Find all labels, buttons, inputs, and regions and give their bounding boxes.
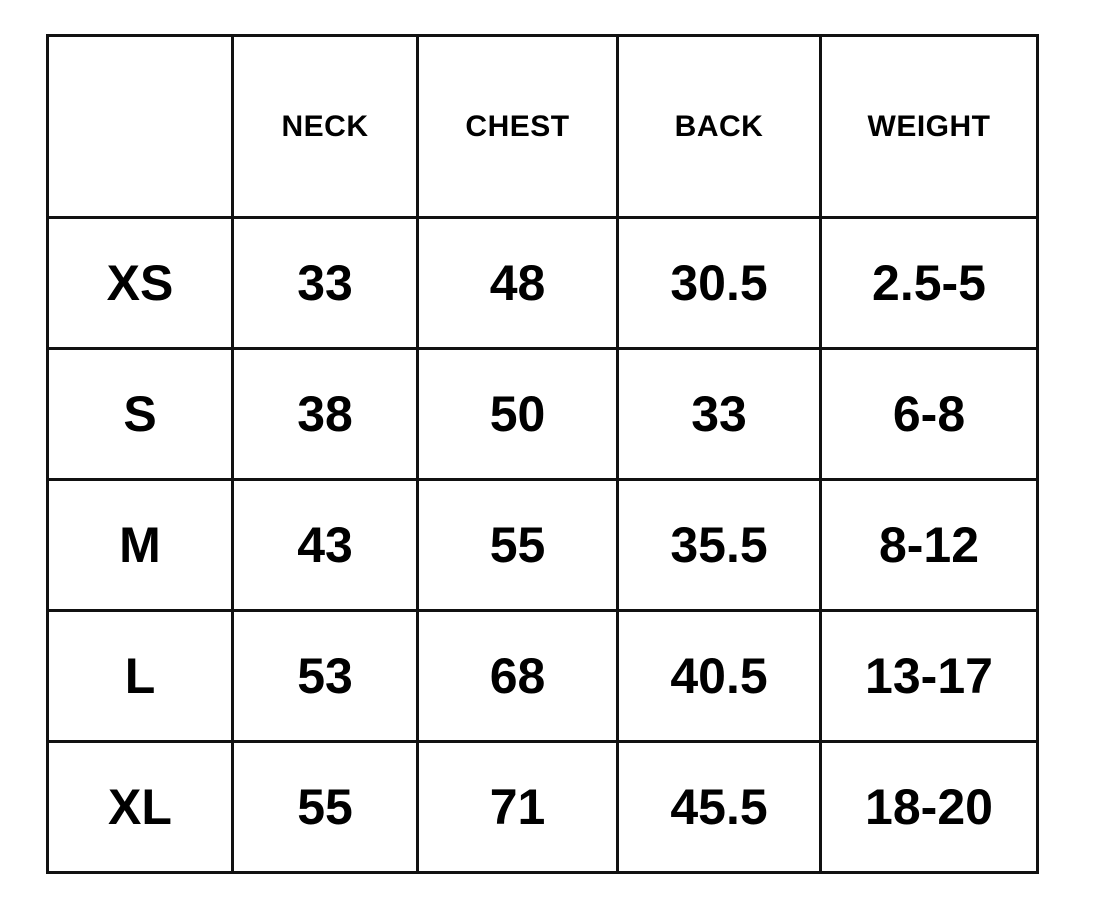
size-label: S [46,347,234,481]
header-cell-back: BACK [616,34,822,219]
table-cell: 48 [416,216,619,350]
size-chart-table: NECK CHEST BACK WEIGHT XS 33 48 30.5 2.5… [46,34,1039,874]
table-cell: 53 [231,609,419,743]
table-cell: 2.5-5 [819,216,1039,350]
table-cell: 35.5 [616,478,822,612]
table-cell: 6-8 [819,347,1039,481]
table-cell: 8-12 [819,478,1039,612]
table-cell: 43 [231,478,419,612]
table-row: L 53 68 40.5 13-17 [46,609,1039,743]
table-cell: 68 [416,609,619,743]
size-label: M [46,478,234,612]
header-row: NECK CHEST BACK WEIGHT [46,34,1039,219]
table-cell: 45.5 [616,740,822,874]
table-cell: 40.5 [616,609,822,743]
table-cell: 55 [231,740,419,874]
table-row: XL 55 71 45.5 18-20 [46,740,1039,874]
table-cell: 50 [416,347,619,481]
table-cell: 18-20 [819,740,1039,874]
table-cell: 33 [231,216,419,350]
table-cell: 13-17 [819,609,1039,743]
size-label: XL [46,740,234,874]
table-cell: 33 [616,347,822,481]
header-cell-chest: CHEST [416,34,619,219]
header-cell-empty [46,34,234,219]
table-cell: 38 [231,347,419,481]
size-label: L [46,609,234,743]
table-cell: 71 [416,740,619,874]
size-label: XS [46,216,234,350]
header-cell-weight: WEIGHT [819,34,1039,219]
table-cell: 30.5 [616,216,822,350]
table-row: S 38 50 33 6-8 [46,347,1039,481]
table-row: XS 33 48 30.5 2.5-5 [46,216,1039,350]
table-cell: 55 [416,478,619,612]
header-cell-neck: NECK [231,34,419,219]
table-row: M 43 55 35.5 8-12 [46,478,1039,612]
